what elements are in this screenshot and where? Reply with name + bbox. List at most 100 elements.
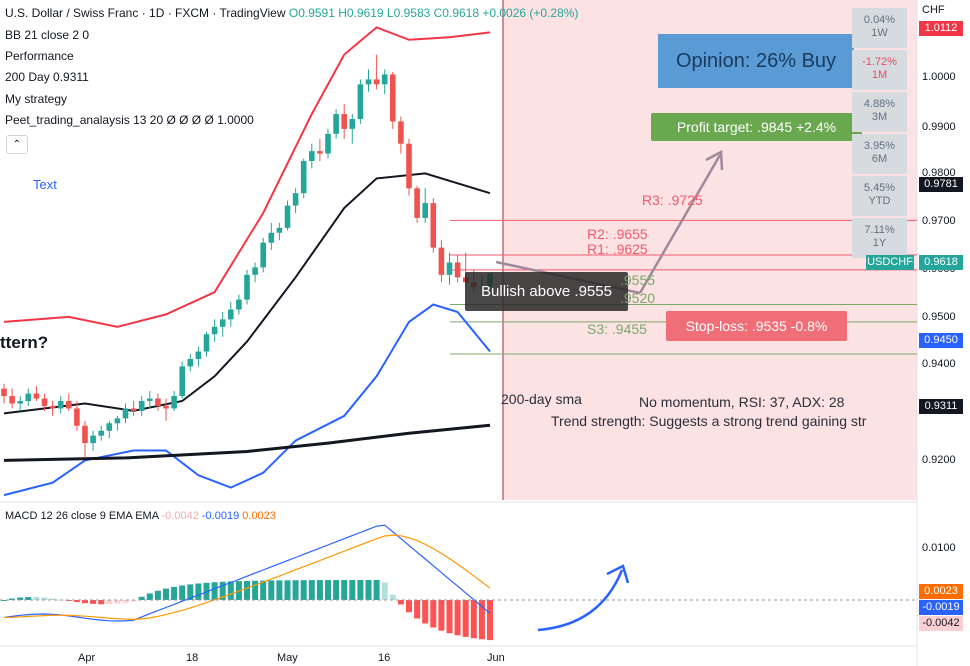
macd-histogram-bar [98,600,105,605]
candle-body [90,435,96,444]
macd-histogram-bar [41,597,48,600]
series-line-1 [3,172,491,415]
candle-body [276,227,283,233]
candle-body [422,203,428,218]
candle-body [171,396,177,409]
performance-period: 1M [871,69,888,81]
macd-tag-macd: -0.0019 [919,600,963,615]
candle-body [236,299,242,310]
performance-ytd: 5.45% YTD [852,176,907,216]
projection-arrow-up [638,154,722,294]
macd-histogram-bar [341,580,348,600]
performance-value: 4.88% [863,98,896,110]
macd-histogram-bar [82,600,88,604]
indicator-200day[interactable]: 200 Day 0.9311 [5,70,89,84]
level-s3-label: S3: .9455 [587,321,647,337]
macd-line [3,524,491,622]
macd-title: MACD 12 26 close 9 EMA EMA [5,510,159,522]
candle-body [292,193,299,206]
candle-body [446,262,453,275]
performance-period: 1Y [872,237,887,249]
macd-histogram-bar [349,580,356,600]
performance-value: 3.95% [863,140,896,152]
macd-histogram-bar [114,600,121,604]
indicator-strategy[interactable]: My strategy [5,92,68,106]
level-r3-label: R3: .9725 [642,192,703,208]
macd-histogram-bar [49,598,56,600]
macd-histogram-bar [163,588,169,600]
macd-histogram-bar [430,600,437,628]
candle-body [114,418,121,424]
macd-tag-hist: -0.0042 [919,616,963,631]
price-tick: 0.9800 [922,167,956,179]
macd-histogram-bar [106,600,113,605]
performance-period: 1W [871,27,888,39]
bullish-box[interactable]: Bullish above .9555 [465,272,628,311]
candle-body [406,143,412,189]
candle-body [398,121,404,144]
candle-body [325,133,331,154]
candle-body [147,398,153,402]
macd-histogram-bar [154,590,161,600]
macd-histogram-bar [397,600,404,605]
time-tick: Apr [78,652,96,664]
sma-label: 200-day sma [501,391,582,407]
candle-body [41,398,48,406]
text-drawing[interactable]: Text [33,177,57,192]
macd-histogram-bar [17,597,24,600]
macd-legend[interactable]: MACD 12 26 close 9 EMA EMA -0.0042 -0.00… [5,510,276,522]
macd-histogram-bar [122,600,129,603]
candle-body [341,114,347,129]
macd-histogram-bar [179,585,186,600]
price-tag-bb-upper: 1.0112 [919,21,963,36]
performance-6m: 3.95% 6M [852,134,907,174]
macd-histogram-bar [414,600,421,619]
price-tick: 0.9200 [922,454,956,466]
candle-body [163,405,169,409]
macd-histogram-bar [9,598,16,600]
performance-period: YTD [868,195,891,207]
indicator-bb[interactable]: BB 21 close 2 0 [5,28,90,42]
stop-loss-box[interactable]: Stop-loss: .9535 -0.8% [666,311,847,341]
series-line-0 [3,26,491,328]
candle-body [390,74,396,122]
candle-body [365,79,372,85]
symbol-tag: USDCHF [866,255,914,270]
macd-histogram-bar [219,581,226,600]
macd-signal-line [3,534,491,621]
macd-histogram-bar [487,600,493,641]
time-tick: 16 [378,652,391,664]
currency-label: CHF [922,4,945,16]
indicator-performance[interactable]: Performance [5,49,74,63]
macd-histogram-bar [171,586,178,600]
candle-body [17,401,23,404]
macd-histogram-bar [373,580,380,600]
candle-body [381,74,388,85]
macd-histogram-bar [308,580,315,600]
level-9555-label: .9555 [620,272,656,288]
macd-histogram-bar [446,600,453,634]
indicator-peet[interactable]: Peet_trading_analaysis 13 20 Ø Ø Ø Ø 1.0… [5,113,254,127]
macd-histogram-bar [227,581,234,600]
macd-histogram-bar [276,580,283,600]
macd-histogram-bar [462,600,469,637]
macd-histogram-bar [90,600,97,604]
opinion-box[interactable]: Opinion: 26% Buy [658,34,854,88]
macd-histogram-bar [146,593,153,600]
macd-histogram-bar [389,594,396,600]
collapse-legend-button[interactable]: ⌃ [6,135,28,154]
macd-histogram-bar [138,596,145,600]
candle-body [454,262,461,278]
candle-body [373,79,380,85]
macd-histogram-bar [252,580,259,600]
momentum-text: No momentum, RSI: 37, ADX: 28 [639,394,845,410]
macd-histogram-bar [260,580,267,600]
profit-target-box[interactable]: Profit target: .9845 +2.4% [651,113,862,141]
macd-curved-arrow [537,569,624,632]
macd-histogram-bar [268,580,275,600]
candle-body [195,351,202,359]
macd-hist-value: -0.0042 [161,510,199,522]
candle-body [317,151,323,154]
macd-histogram-bar [454,600,461,636]
price-tag-bb-lower: 0.9450 [919,333,963,348]
